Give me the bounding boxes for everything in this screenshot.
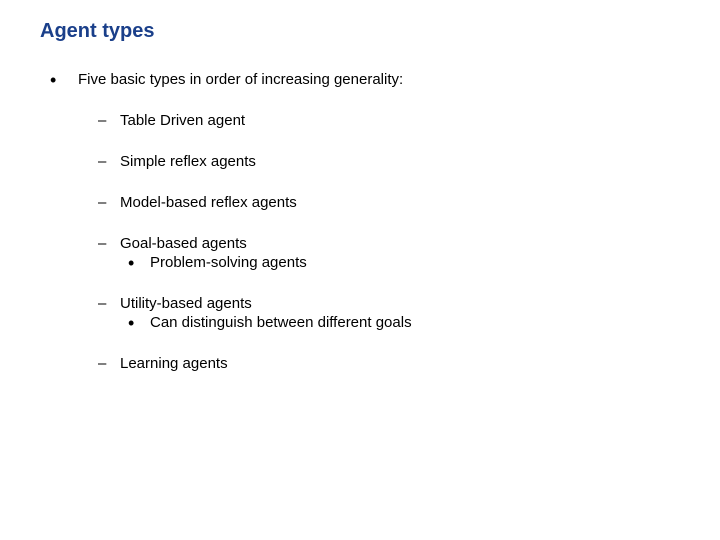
item-label: Simple reflex agents: [120, 153, 256, 170]
subitem-label: Problem-solving agents: [150, 254, 307, 271]
item-label: Learning agents: [120, 355, 228, 372]
list-item: Can distinguish between different goals: [128, 314, 680, 331]
bullet-list-level-2: Table Driven agent Simple reflex agents …: [98, 112, 680, 372]
bullet-list-level-3: Can distinguish between different goals: [128, 314, 680, 331]
list-item: Utility-based agents Can distinguish bet…: [98, 295, 680, 331]
list-item: Model-based reflex agents: [98, 194, 680, 211]
subitem-label: Can distinguish between different goals: [150, 314, 412, 331]
bullet-list-level-3: Problem-solving agents: [128, 254, 680, 271]
list-item: Simple reflex agents: [98, 153, 680, 170]
item-label: Table Driven agent: [120, 112, 245, 129]
intro-text: Five basic types in order of increasing …: [78, 71, 403, 88]
list-item: Learning agents: [98, 355, 680, 372]
slide-title: Agent types: [40, 20, 680, 43]
item-label: Utility-based agents: [120, 295, 252, 312]
item-label: Model-based reflex agents: [120, 194, 297, 211]
bullet-list-level-1: Five basic types in order of increasing …: [50, 71, 680, 372]
list-item: Goal-based agents Problem-solving agents: [98, 235, 680, 271]
list-item: Table Driven agent: [98, 112, 680, 129]
item-label: Goal-based agents: [120, 235, 247, 252]
list-item: Problem-solving agents: [128, 254, 680, 271]
list-item: Five basic types in order of increasing …: [50, 71, 680, 372]
